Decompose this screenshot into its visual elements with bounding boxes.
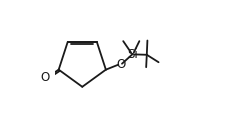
Text: O: O: [40, 71, 49, 84]
Text: Si: Si: [127, 48, 138, 61]
Text: O: O: [116, 58, 126, 71]
